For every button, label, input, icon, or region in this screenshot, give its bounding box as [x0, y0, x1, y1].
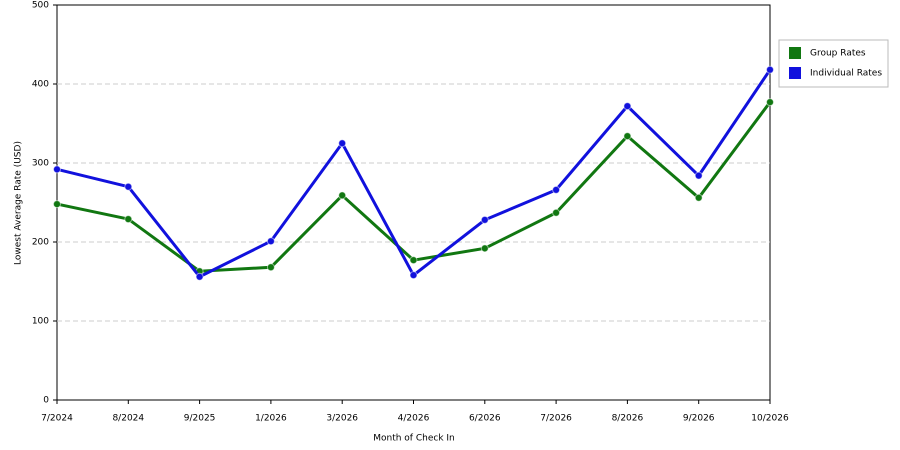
y-tick-label: 100	[32, 317, 49, 327]
data-point	[124, 215, 133, 224]
data-point	[338, 191, 347, 200]
x-tick-label: 10/2026	[751, 414, 789, 424]
y-tick-label: 300	[32, 159, 49, 169]
data-point	[694, 171, 703, 180]
legend-swatch	[789, 67, 801, 79]
data-point	[766, 65, 774, 74]
x-tick-label: 9/2025	[184, 414, 216, 424]
data-point	[266, 263, 275, 272]
data-point	[766, 98, 774, 107]
legend-label: Individual Rates	[810, 69, 882, 79]
x-tick-label: 7/2026	[540, 414, 572, 424]
x-axis-label: Month of Check In	[373, 434, 455, 444]
x-tick-label: 8/2026	[612, 414, 644, 424]
data-point	[552, 208, 561, 217]
data-point	[266, 237, 275, 246]
y-tick-label: 400	[32, 80, 49, 90]
data-point	[53, 165, 61, 174]
data-point	[623, 102, 632, 111]
data-point	[409, 256, 418, 265]
x-tick-label: 1/2026	[255, 414, 287, 424]
x-tick-label: 8/2024	[112, 414, 144, 424]
data-point	[623, 132, 632, 141]
data-point	[195, 272, 204, 281]
data-point	[338, 139, 347, 148]
x-tick-label: 3/2026	[326, 414, 358, 424]
data-point	[124, 182, 133, 191]
y-axis-label: Lowest Average Rate (USD)	[14, 141, 24, 265]
data-point	[552, 185, 561, 194]
legend-label: Group Rates	[810, 49, 866, 59]
y-tick-label: 0	[43, 396, 49, 406]
series-line	[56, 101, 772, 273]
data-point	[53, 200, 61, 209]
x-tick-label: 4/2026	[398, 414, 430, 424]
plot-frame	[56, 4, 771, 401]
x-tick-label: 9/2026	[683, 414, 715, 424]
x-tick-label: 7/2024	[41, 414, 73, 424]
y-tick-label: 200	[32, 238, 49, 248]
data-point	[409, 271, 418, 280]
x-tick-label: 6/2026	[469, 414, 501, 424]
y-tick-label: 500	[32, 1, 49, 11]
data-point	[480, 215, 489, 224]
data-point	[694, 193, 703, 202]
legend-swatch	[789, 47, 801, 59]
data-point	[480, 244, 489, 253]
